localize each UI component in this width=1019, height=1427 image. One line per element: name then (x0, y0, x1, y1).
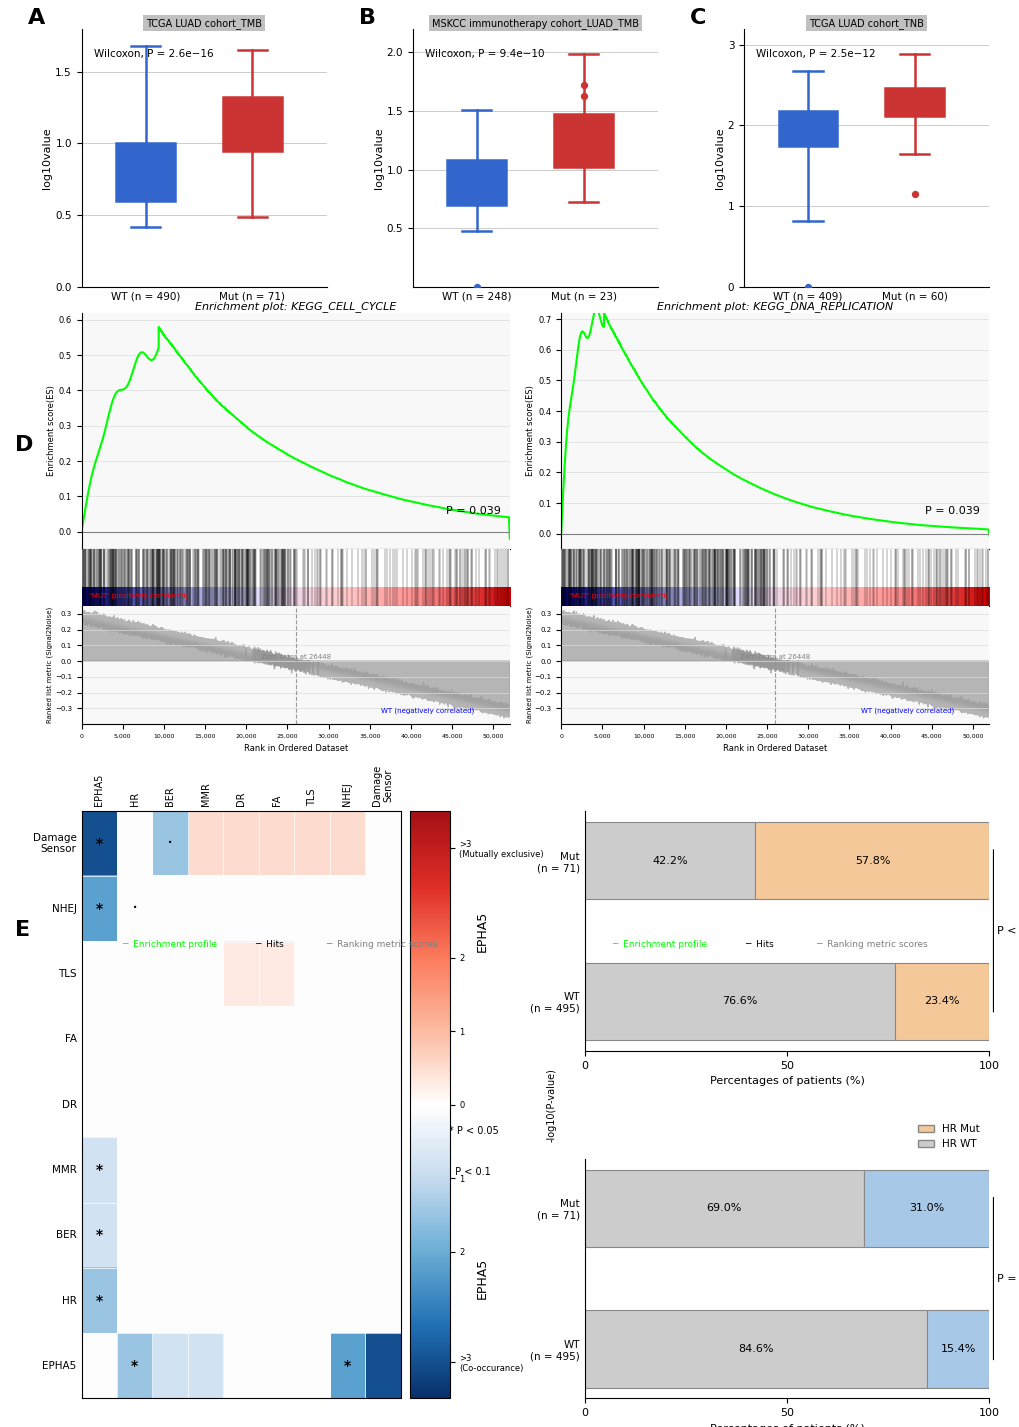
Bar (755, 822, 988, 899)
Text: A: A (28, 9, 45, 29)
Text: B: B (359, 9, 375, 29)
Text: Zero cross at 26448: Zero cross at 26448 (261, 654, 330, 661)
X-axis label: Percentages of patients (%): Percentages of patients (%) (709, 1076, 864, 1086)
Point (468, 275, 484, 298)
Bar (584, 963, 894, 1040)
Text: WT (negatively correlated): WT (negatively correlated) (381, 708, 474, 714)
Bar (584, 822, 755, 899)
Title: MSKCC immunotherapy cohort_LUAD_TMB: MSKCC immunotherapy cohort_LUAD_TMB (432, 17, 638, 29)
Title: Enrichment plot: KEGG_CELL_CYCLE: Enrichment plot: KEGG_CELL_CYCLE (195, 301, 396, 311)
Text: 31.0%: 31.0% (908, 1203, 944, 1213)
PathPatch shape (447, 160, 505, 205)
Text: P < 0.001: P < 0.001 (997, 926, 1019, 936)
Text: *: * (96, 1229, 103, 1243)
Y-axis label: -log10(P-value): -log10(P-value) (546, 1067, 556, 1142)
Title: Enrichment plot: KEGG_DNA_REPLICATION: Enrichment plot: KEGG_DNA_REPLICATION (656, 301, 893, 311)
Y-axis label: Enrichment score(ES): Enrichment score(ES) (47, 385, 56, 477)
Text: Zero cross at 26448: Zero cross at 26448 (740, 654, 809, 661)
Text: ─  Enrichment profile: ─ Enrichment profile (122, 940, 217, 949)
Text: *: * (343, 1359, 351, 1373)
Text: 42.2%: 42.2% (651, 856, 687, 866)
Text: C: C (690, 9, 706, 29)
Bar (584, 1170, 863, 1247)
Title: TCGA LUAD cohort_TNB: TCGA LUAD cohort_TNB (808, 17, 923, 29)
Text: Wilcoxon, P = 9.4e−10: Wilcoxon, P = 9.4e−10 (425, 49, 544, 59)
Title: TCGA LUAD cohort_TMB: TCGA LUAD cohort_TMB (146, 17, 262, 29)
Bar (894, 963, 988, 1040)
Point (799, 275, 815, 298)
Text: 23.4%: 23.4% (923, 996, 959, 1006)
Text: Wilcoxon, P = 2.5e−12: Wilcoxon, P = 2.5e−12 (755, 49, 875, 59)
Text: P = 0.039: P = 0.039 (924, 505, 979, 515)
Text: 'MUT' (positively correlated): 'MUT' (positively correlated) (90, 592, 189, 599)
Y-axis label: EPHA5: EPHA5 (475, 1259, 488, 1299)
X-axis label: Percentages of patients (%): Percentages of patients (%) (709, 1424, 864, 1427)
Legend: HR Mut, HR WT: HR Mut, HR WT (913, 1120, 983, 1153)
Text: P = 0.039: P = 0.039 (445, 505, 500, 515)
Text: P = 0.002: P = 0.002 (997, 1273, 1019, 1283)
PathPatch shape (553, 114, 612, 167)
Text: ─  Ranking metric scores: ─ Ranking metric scores (815, 940, 927, 949)
Text: Wilcoxon, P = 2.6e−16: Wilcoxon, P = 2.6e−16 (94, 49, 213, 59)
Bar (863, 1170, 988, 1247)
Text: D: D (15, 435, 34, 455)
Point (575, 74, 591, 97)
Bar (926, 1310, 988, 1387)
Y-axis label: EPHA5: EPHA5 (475, 910, 488, 952)
Text: ─  Enrichment profile: ─ Enrichment profile (611, 940, 706, 949)
Y-axis label: log10value: log10value (43, 127, 52, 188)
PathPatch shape (884, 87, 944, 116)
PathPatch shape (223, 97, 281, 151)
Text: ─  Ranking metric scores: ─ Ranking metric scores (326, 940, 438, 949)
Text: WT (negatively correlated): WT (negatively correlated) (860, 708, 953, 714)
Text: * P < 0.05: * P < 0.05 (448, 1126, 497, 1136)
Y-axis label: Ranked list metric (Signal2Noise): Ranked list metric (Signal2Noise) (526, 606, 533, 723)
X-axis label: Rank in Ordered Dataset: Rank in Ordered Dataset (244, 745, 347, 753)
Text: 76.6%: 76.6% (721, 996, 757, 1006)
Y-axis label: log10value: log10value (714, 127, 725, 188)
Text: · P < 0.1: · P < 0.1 (448, 1167, 490, 1177)
PathPatch shape (116, 144, 175, 201)
Text: 69.0%: 69.0% (706, 1203, 741, 1213)
Point (575, 84, 591, 107)
Text: *: * (96, 1163, 103, 1177)
Text: 57.8%: 57.8% (854, 856, 890, 866)
Y-axis label: log10value: log10value (373, 127, 383, 188)
Y-axis label: Enrichment score(ES): Enrichment score(ES) (526, 385, 535, 477)
Text: *: * (96, 902, 103, 916)
Text: ·: · (131, 899, 138, 919)
Text: 84.6%: 84.6% (738, 1344, 772, 1354)
Text: *: * (96, 1293, 103, 1307)
Text: E: E (15, 920, 31, 940)
Text: ·: · (167, 835, 173, 853)
PathPatch shape (777, 111, 837, 147)
Text: ─  Hits: ─ Hits (255, 940, 283, 949)
Text: 15.4%: 15.4% (940, 1344, 975, 1354)
Bar (584, 1310, 926, 1387)
Text: ─  Hits: ─ Hits (744, 940, 772, 949)
Text: 'MUT' (positively correlated): 'MUT' (positively correlated) (570, 592, 667, 599)
Point (906, 183, 922, 205)
Y-axis label: Ranked list metric (Signal2Noise): Ranked list metric (Signal2Noise) (47, 606, 53, 723)
X-axis label: Rank in Ordered Dataset: Rank in Ordered Dataset (722, 745, 826, 753)
Text: *: * (131, 1359, 139, 1373)
Text: *: * (96, 836, 103, 850)
